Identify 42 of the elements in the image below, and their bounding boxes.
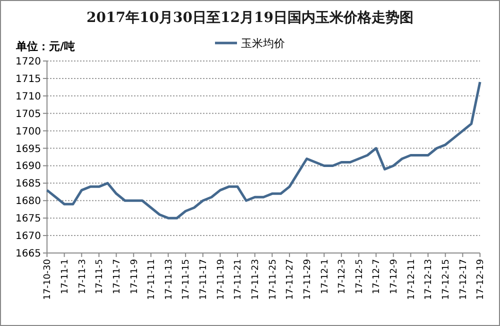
y-tick-label: 1715 <box>16 74 41 85</box>
x-tick-label: 17-12-15 <box>442 259 452 300</box>
x-tick-label: 17-11-25 <box>268 259 278 300</box>
x-tick-label: 17-11-13 <box>164 259 174 300</box>
y-tick-label: 1680 <box>16 196 41 208</box>
x-tick-label: 17-12-9 <box>390 258 400 294</box>
y-tick-label: 1705 <box>16 108 41 120</box>
x-tick-label: 17-11-11 <box>147 259 158 300</box>
x-tick-label: 17-11-7 <box>112 259 122 294</box>
line-series <box>46 80 482 220</box>
y-tick-label: 1720 <box>16 56 41 68</box>
x-tick-label: 17-11-21 <box>234 259 244 300</box>
y-tick-label: 1670 <box>16 231 41 242</box>
x-tick-label: 17-12-3 <box>338 259 348 294</box>
y-tick-label: 1700 <box>16 126 41 138</box>
x-tick-label: 17-11-3 <box>78 259 88 294</box>
x-tick-label: 17-12-5 <box>354 259 365 294</box>
chart-title: 2017年10月30日至12月19日国内玉米价格走势图 <box>86 10 414 26</box>
x-tick-label: 17-12-19 <box>476 258 486 300</box>
x-tick-label: 17-11-19 <box>216 258 226 300</box>
x-tick-label: 17-11-23 <box>250 259 261 300</box>
x-tick-label: 17-11-1 <box>60 259 70 294</box>
x-tick-label: 17-11-17 <box>199 259 210 300</box>
x-tick-label: 17-12-17 <box>458 259 469 300</box>
y-tick-label: 1695 <box>16 144 41 155</box>
y-tick-label: 1665 <box>16 248 41 260</box>
y-tick-label: 1690 <box>16 161 41 172</box>
x-tick-label: 17-12-1 <box>320 259 330 294</box>
y-tick-label: 1710 <box>16 91 41 102</box>
x-tick-label: 17-11-15 <box>182 259 192 300</box>
x-tick-label: 17-12-11 <box>406 259 417 300</box>
x-tick-label: 17-11-29 <box>302 258 313 300</box>
x-tick-label: 17-12-7 <box>372 259 382 294</box>
y-axis-title: 单位：元/吨 <box>15 40 76 53</box>
x-tick-label: 17-11-5 <box>95 259 106 294</box>
y-tick-label: 1675 <box>16 214 41 225</box>
x-tick-label: 17-10-30 <box>43 258 54 300</box>
x-tick-label: 17-11-27 <box>286 259 296 300</box>
legend-label: 玉米均价 <box>241 37 285 50</box>
y-tick-label: 1685 <box>16 178 41 190</box>
x-tick-label: 17-11-9 <box>130 258 140 294</box>
x-tick-label: 17-12-13 <box>424 259 434 300</box>
